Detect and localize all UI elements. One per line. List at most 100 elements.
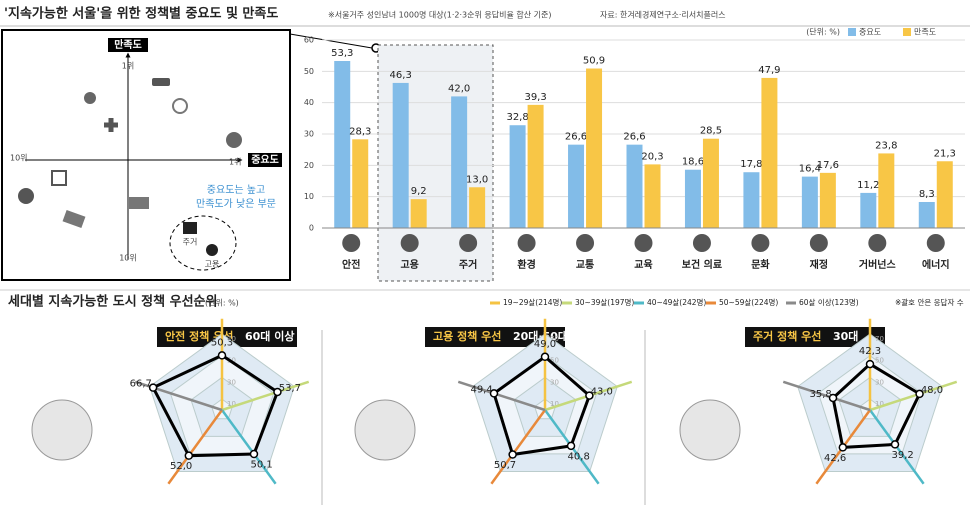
bar [761,77,778,228]
left-label: 10위 [10,154,28,163]
value-label: 52,0 [170,461,192,472]
quadrant-map: 만족도 1위 10위 10위 1위 중요도 중요도는 높고 만족도가 낮은 부문… [1,29,381,281]
icon [18,188,34,204]
y-tick-label: 30 [304,130,314,139]
category-icon [400,234,419,252]
point-label: 고용 [205,260,220,269]
value-label: 17,6 [817,160,839,171]
data-polygon [151,353,280,458]
top-label: 1위 [122,62,134,71]
category-icon [868,234,887,252]
r-tick-label: 30 [550,378,559,386]
axis-arrow [782,380,871,412]
r-tick-label: 70 [227,335,236,343]
value-label: 46,3 [390,70,412,81]
bar [568,144,585,228]
data-polygon [492,354,592,457]
right-label: 1위 [229,158,241,167]
bar [743,172,760,228]
legend-label: 30~39살(197명) [575,297,634,307]
bar [626,144,643,228]
legend-label: 19~29살(214명) [503,297,562,307]
category-label: 문화 [751,259,770,271]
bar [878,153,895,228]
value-label: 50,7 [494,460,516,471]
bar [509,125,526,228]
r-tick-label: 30 [227,378,236,386]
value-label: 43,0 [591,387,613,398]
y-tick-label: 50 [304,67,314,76]
value-label: 40,8 [568,451,590,462]
category-icon [634,234,653,252]
value-label: 18,6 [682,157,704,168]
axis-arrow [490,409,547,485]
value-label: 66,7 [130,379,152,390]
icon [172,98,188,114]
category-icon [576,234,595,252]
y-tick-label: 40 [304,98,314,107]
bar [684,169,701,228]
axis-arrow [869,380,958,412]
data-point [217,351,227,360]
data-point [273,387,282,397]
value-label: 32,8 [506,112,528,123]
bar [352,139,369,228]
point-label: 주거 [183,238,198,247]
data-point [828,393,838,403]
panel-title-box [157,327,297,347]
legend-label: 중요도 [859,28,881,37]
value-label: 20,3 [641,151,663,162]
value-label: 16,4 [799,164,821,175]
category-icon [517,234,536,252]
icon [51,170,67,186]
value-label: 13,0 [466,174,488,185]
bar [334,60,351,228]
bar [586,68,603,228]
icon [62,209,86,229]
data-point [249,449,259,459]
category-icon [692,234,711,252]
r-tick-label: 70 [550,335,559,343]
data-point [865,359,875,369]
legend-swatch [903,28,911,36]
quadrant-frame [1,29,291,281]
value-label: 53,3 [331,48,353,59]
data-point [184,451,194,460]
bar [527,104,544,228]
category-label: 주거 [459,258,477,271]
axis-arrow [457,380,546,412]
value-label: 39,2 [892,450,914,461]
icon [226,132,242,148]
category-label: 교육 [634,259,652,271]
value-label: 28,3 [349,126,371,137]
icon [129,197,149,209]
value-label: 50,3 [211,337,233,348]
legend-label: 60살 이상(123명) [799,297,859,307]
data-point [890,440,900,449]
panel-title: 주거 정책 우선 [753,329,821,343]
data-point [566,441,576,451]
title: '지속가능한 서울'을 위한 정책별 중요도 및 만족도 [4,6,278,22]
axis-arrow [221,380,310,412]
panel-subtitle: 30대 [833,329,858,343]
bar [918,201,935,228]
icon [104,118,118,132]
value-label: 11,2 [857,180,879,191]
note: ※서울거주 성인남녀 1000명 대상(1·2·3순위 응답비율 합산 기준) [328,10,551,20]
icon [152,78,170,86]
unit: (단위: %) [205,298,239,308]
legend-swatch [848,28,856,36]
category-label: 안전 [342,258,360,271]
data-point [489,389,499,398]
category-label: 거버넌스 [859,258,896,271]
bar [410,199,427,228]
annotation: 만족도가 낮은 부문 [196,198,276,210]
unit: (단위: %) [806,27,840,37]
pointer-line [289,33,373,49]
x-axis-label: 중요도 [251,154,279,166]
r-tick-label: 10 [875,400,884,408]
bar [451,96,468,229]
y-tick-label: 10 [304,192,314,201]
